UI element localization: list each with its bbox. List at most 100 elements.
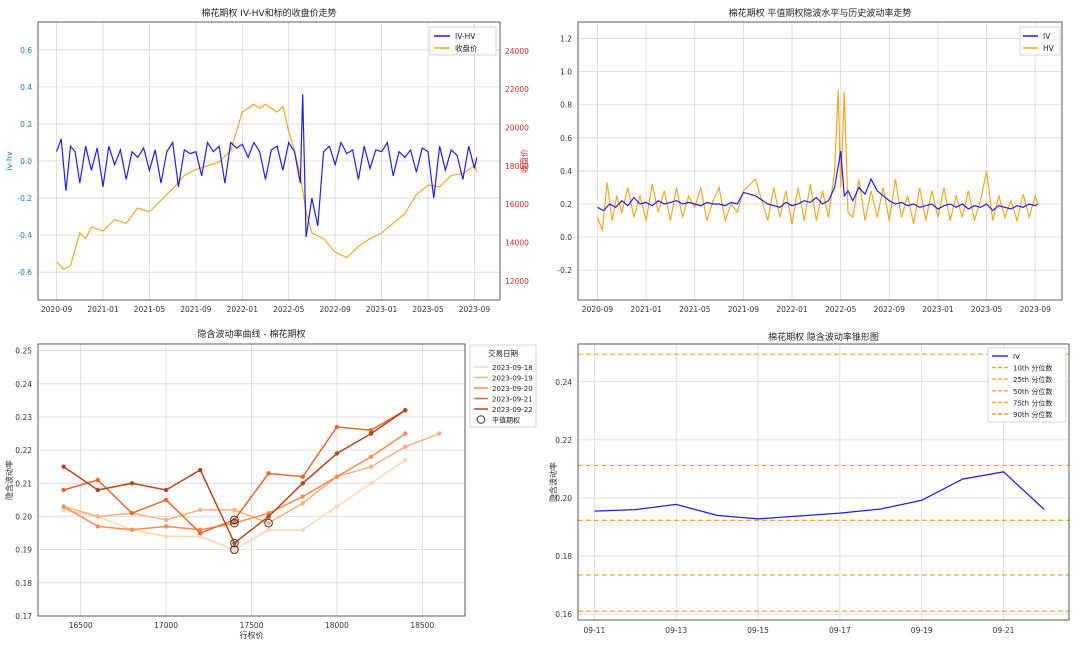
series-point-2023-09-20 [129,527,135,532]
series-point-2023-09-19 [163,517,169,523]
y2-tick-label: 24000 [505,47,529,56]
series-point-2023-09-20 [61,504,66,509]
y-tick-label: 0.17 [15,612,32,621]
y-tick-label: 0.24 [555,378,572,387]
y-tick-label: 0.16 [555,610,572,619]
y-tick-label: 0.0 [560,233,572,242]
chart-title: 隐含波动率曲线 - 棉花期权 [198,328,306,340]
legend-label: 2023-09-20 [492,385,533,393]
legend-label: 10th 分位数 [1013,364,1052,373]
legend-title: 交易日期 [488,348,518,358]
y2-tick-label: 20000 [505,123,529,132]
legend-box [469,344,537,428]
series-point-2023-09-18 [232,547,237,552]
x-tick-label: 09-19 [911,626,933,635]
series-point-2023-09-19 [198,507,203,513]
x-tick-label: 2022-05 [825,305,857,314]
series-line-iv [594,471,1045,520]
series-point-2023-09-21 [198,530,203,536]
legend-label: 25th 分位数 [1013,375,1052,384]
legend-label: 75th 分位数 [1013,398,1052,407]
y-tick-label: 0.6 [20,46,32,55]
series-point-2023-09-22 [403,408,408,413]
series-point-2023-09-21 [163,497,169,503]
y-tick-label: 0.18 [15,579,32,588]
legend-box [429,26,497,56]
y-tick-label: -0.2 [17,194,32,203]
series-line-2023-09-18 [63,459,406,551]
legend-label: 90th 分位数 [1013,410,1052,419]
x-tick-label: 2021-01 [87,305,119,314]
y2-tick-label: 16000 [505,200,529,209]
y-tick-label: 0.20 [15,512,32,521]
series-point-2023-09-18 [61,507,66,513]
y-tick-label: 0.4 [560,167,572,176]
x-tick-label: 09-21 [993,626,1015,635]
y-tick-label: 0.24 [15,380,32,389]
series-point-2023-09-22 [266,514,271,519]
y-tick-label: -0.6 [17,268,32,277]
series-point-2023-09-20 [300,494,305,499]
x-tick-label: 18500 [410,621,434,630]
legend-box [1019,26,1061,56]
legend-label: IV-HV [455,32,476,41]
y-tick-label: 0.19 [15,546,32,555]
series-point-2023-09-21 [266,471,271,476]
x-tick-label: 2022-05 [273,305,305,314]
x-tick-label: 2022-01 [227,305,259,314]
series-point-2023-09-21 [61,487,66,493]
legend-label: HV [1043,44,1055,53]
y-tick-label: -0.4 [17,231,32,240]
series-line-2023-09-19 [63,432,440,524]
x-tick-label: 17000 [154,621,178,630]
series-point-2023-09-21 [95,477,100,483]
x-tick-label: 2023-09 [1020,305,1052,314]
y-tick-label: -0.2 [557,266,572,275]
y-tick-label: 0.6 [560,134,572,143]
y-tick-label: 0.21 [15,479,32,488]
y-tick-label: 1.0 [560,68,572,77]
x-tick-label: 17500 [240,621,264,630]
series-point-2023-09-22 [334,451,340,456]
x-tick-label: 2023-01 [922,305,954,314]
y2-axis-label: 收盘价 [519,149,529,173]
series-point-2023-09-18 [163,534,169,539]
legend-label: 50th 分位数 [1013,387,1052,396]
chart-title: 棉花期权 平值期权隐波水平与历史波动率走势 [729,7,912,19]
legend-swatch-atm [476,415,486,424]
legend-label: 2023-09-21 [492,396,533,404]
series-point-2023-09-22 [232,540,237,546]
x-tick-label: 2023-05 [412,305,444,314]
series-line-hv [596,89,1039,231]
series-point-2023-09-22 [300,481,305,486]
atm-marker [230,545,239,554]
series-point-2023-09-18 [334,504,340,509]
x-tick-label: 2020-09 [582,305,614,314]
series-point-2023-09-19 [232,507,237,513]
series-point-2023-09-20 [95,524,100,529]
atm-marker [264,518,273,528]
series-point-2023-09-20 [163,524,169,529]
y-tick-label: 0.2 [560,200,572,209]
series-point-2023-09-19 [300,501,305,506]
series-point-2023-09-21 [368,428,374,433]
series-point-2023-09-19 [437,431,442,436]
series-point-2023-09-20 [266,510,271,516]
x-tick-label: 2022-01 [776,305,808,314]
x-tick-label: 16500 [69,621,93,630]
atm-marker [230,538,239,548]
series-line-ivhv [56,94,478,238]
y2-tick-label: 22000 [505,85,529,94]
y-axis-label: 隐含波动率 [4,460,14,500]
legend-label: IV [1043,32,1051,41]
y-tick-label: 0.23 [15,413,32,422]
legend-label: 2023-09-22 [492,406,533,414]
y-axis-label: iv-hv [5,151,14,171]
y-tick-label: 0.4 [20,83,32,92]
plot-frame [577,21,1063,301]
series-point-2023-09-20 [368,454,374,459]
series-point-2023-09-22 [95,487,100,493]
series-point-2023-09-18 [368,481,374,486]
x-tick-label: 09-15 [747,626,769,635]
